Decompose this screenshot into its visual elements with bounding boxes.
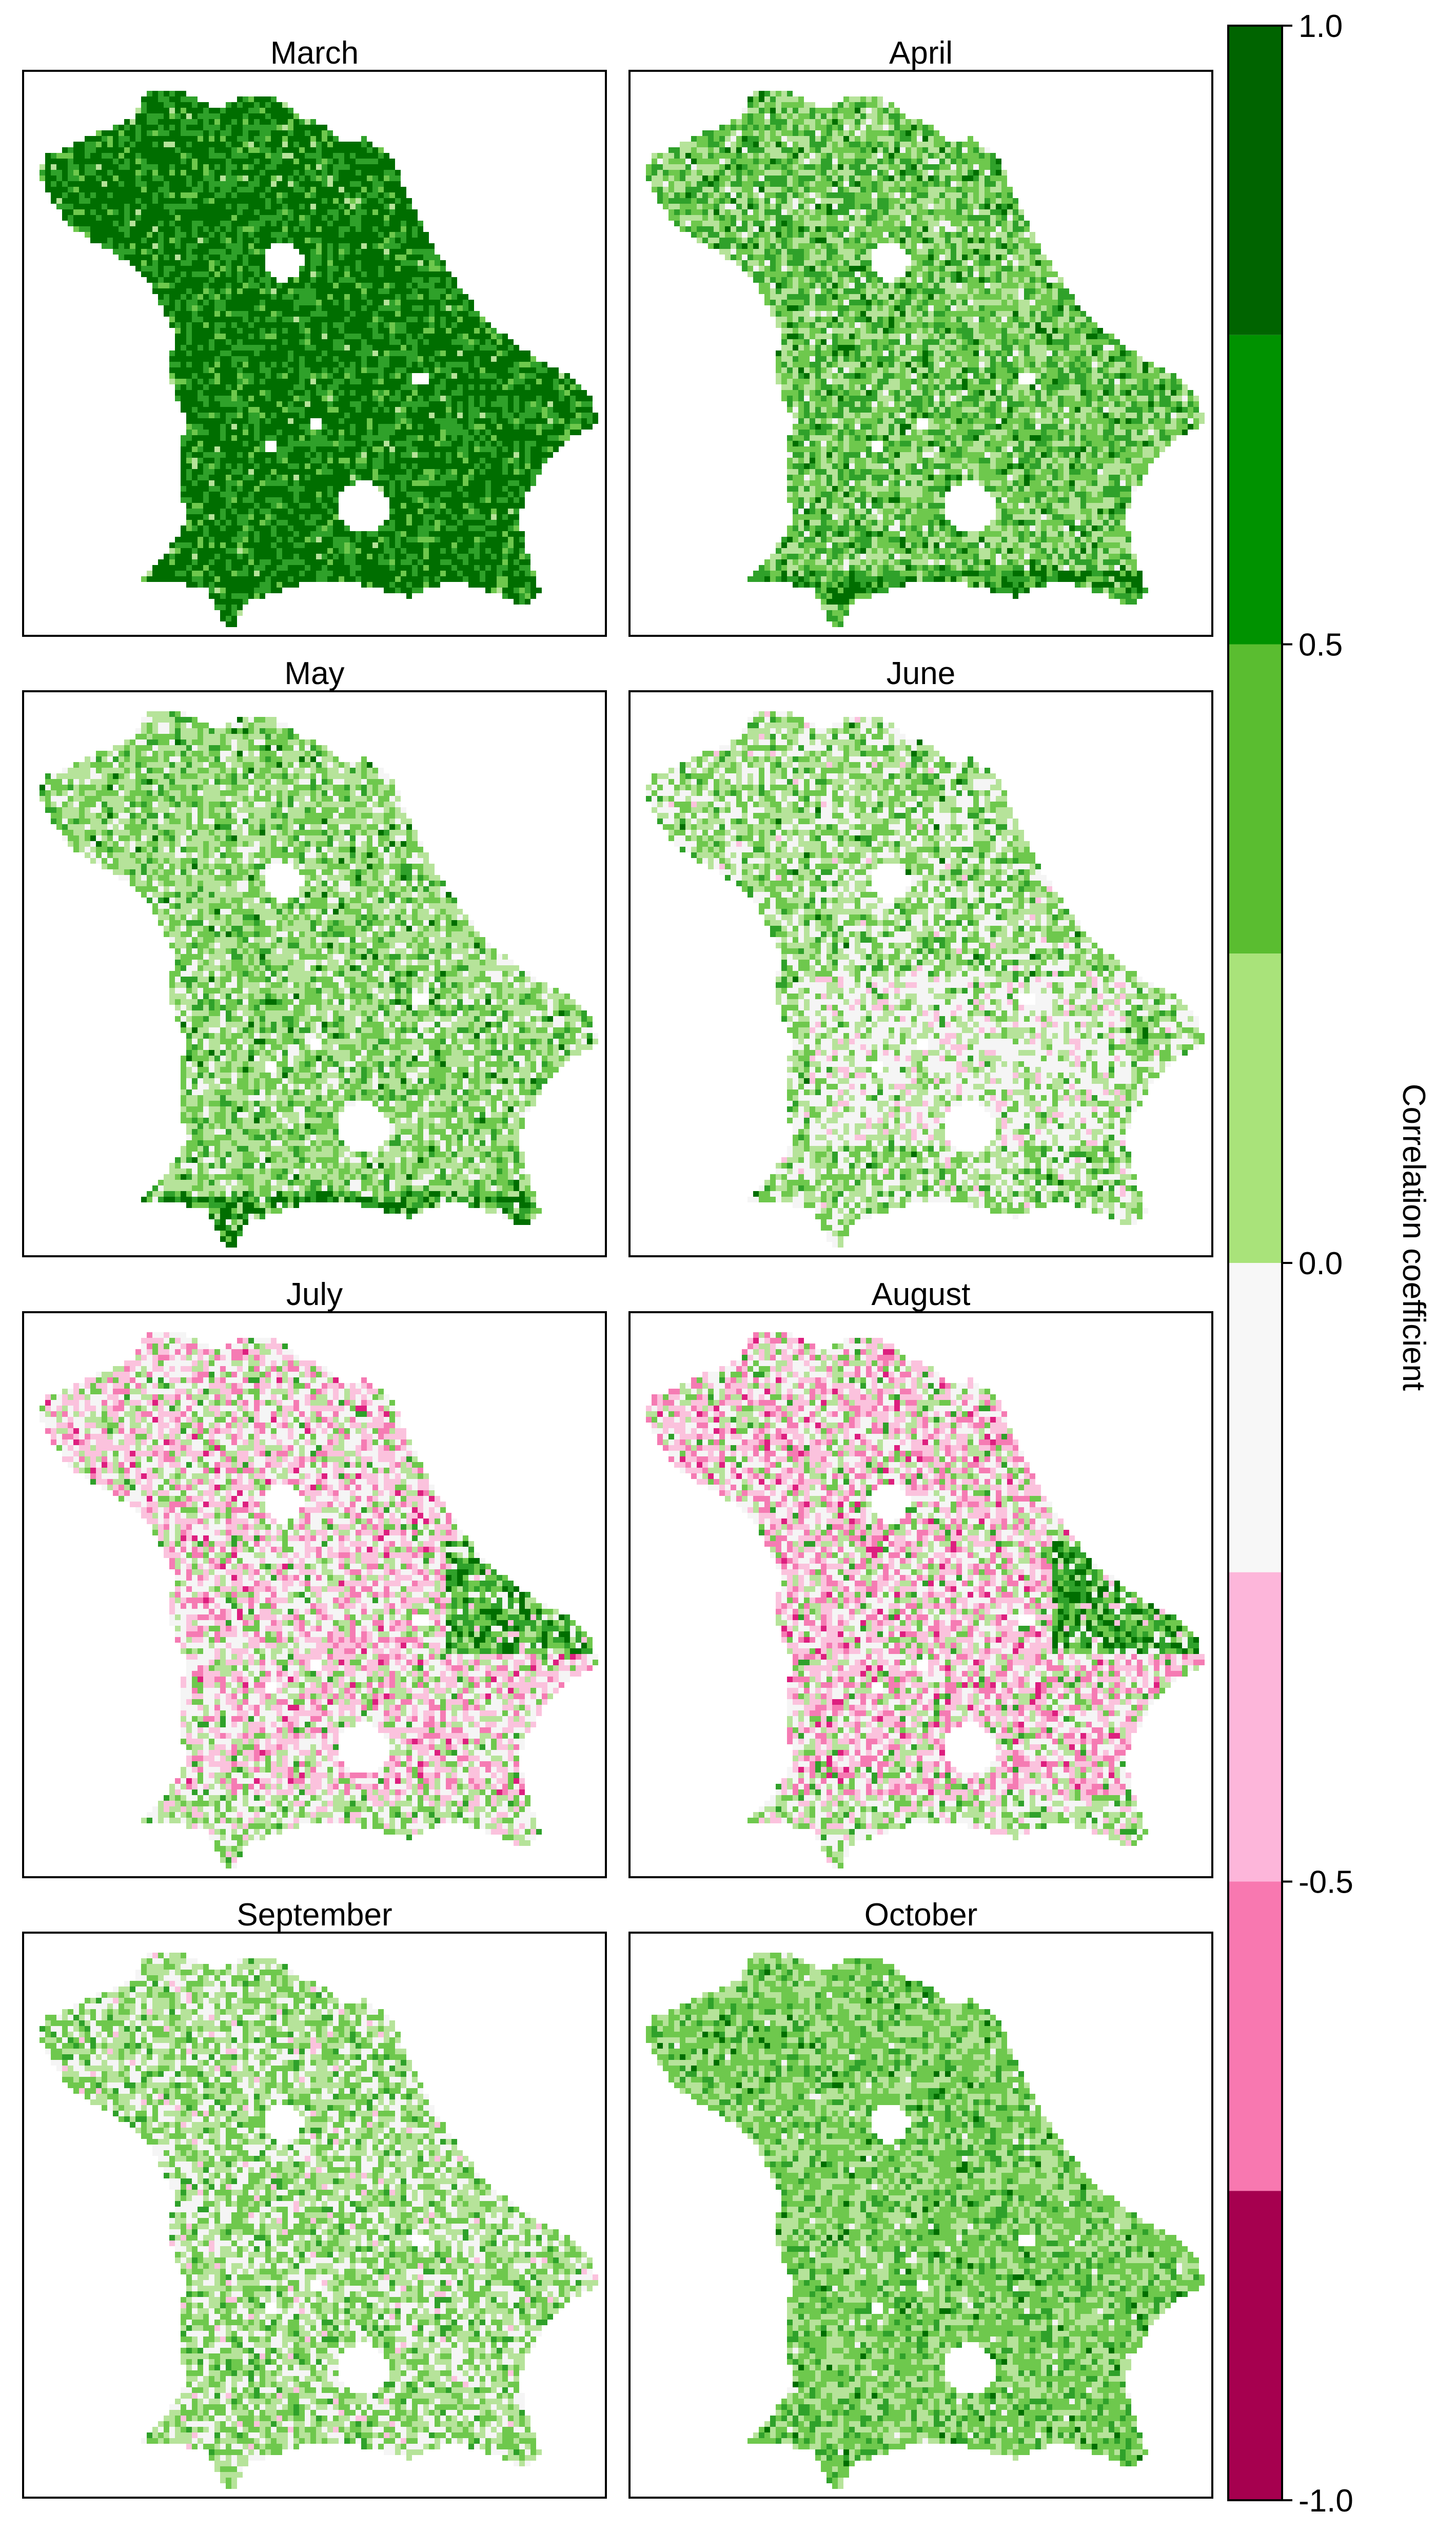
correlation-raster: [40, 91, 598, 627]
correlation-raster: [646, 711, 1205, 1248]
correlation-raster: [40, 711, 598, 1248]
panel-title: October: [864, 1897, 978, 1933]
colorbar-class: [1228, 26, 1282, 335]
panel-title: July: [286, 1277, 343, 1312]
colorbar-class: [1228, 645, 1282, 954]
map-panel-october: October: [629, 1897, 1212, 2498]
map-panel-august: August: [629, 1277, 1212, 1877]
colorbar-tick-label: -1.0: [1298, 2483, 1353, 2519]
panel-title: June: [887, 656, 955, 691]
map-panel-april: April: [629, 35, 1212, 636]
panel-title: March: [270, 35, 359, 71]
correlation-raster: [40, 1953, 598, 2489]
colorbar-tick-label: 0.0: [1298, 1246, 1343, 1281]
panel-title: August: [871, 1277, 970, 1312]
colorbar-title: Correlation coefficient: [1396, 1084, 1431, 1391]
correlation-raster: [646, 1332, 1205, 1868]
colorbar-class: [1228, 1572, 1282, 1882]
map-panels: March April May June July August September Octo…: [23, 35, 1212, 2498]
panel-title: April: [889, 35, 953, 71]
map-panel-july: July: [23, 1277, 606, 1877]
correlation-raster: [40, 1332, 598, 1868]
panel-title: May: [284, 656, 344, 691]
colorbar-class: [1228, 2191, 1282, 2500]
map-panel-may: May: [23, 656, 606, 1256]
panel-title: September: [237, 1897, 392, 1933]
colorbar-tick-label: 1.0: [1298, 9, 1343, 44]
colorbar: 1.0 0.5 0.0 -0.5 -1.0 Correlation coefficient: [1228, 9, 1431, 2519]
map-panel-march: March: [23, 35, 606, 636]
colorbar-class: [1228, 953, 1282, 1263]
colorbar-tick-label: 0.5: [1298, 628, 1343, 663]
correlation-raster: [646, 91, 1205, 627]
colorbar-class: [1228, 335, 1282, 645]
colorbar-tick-label: -0.5: [1298, 1865, 1353, 1900]
correlation-raster: [646, 1953, 1205, 2489]
map-panel-june: June: [629, 656, 1212, 1256]
map-panel-september: September: [23, 1897, 606, 2498]
colorbar-class: [1228, 1882, 1282, 2191]
colorbar-class: [1228, 1263, 1282, 1572]
